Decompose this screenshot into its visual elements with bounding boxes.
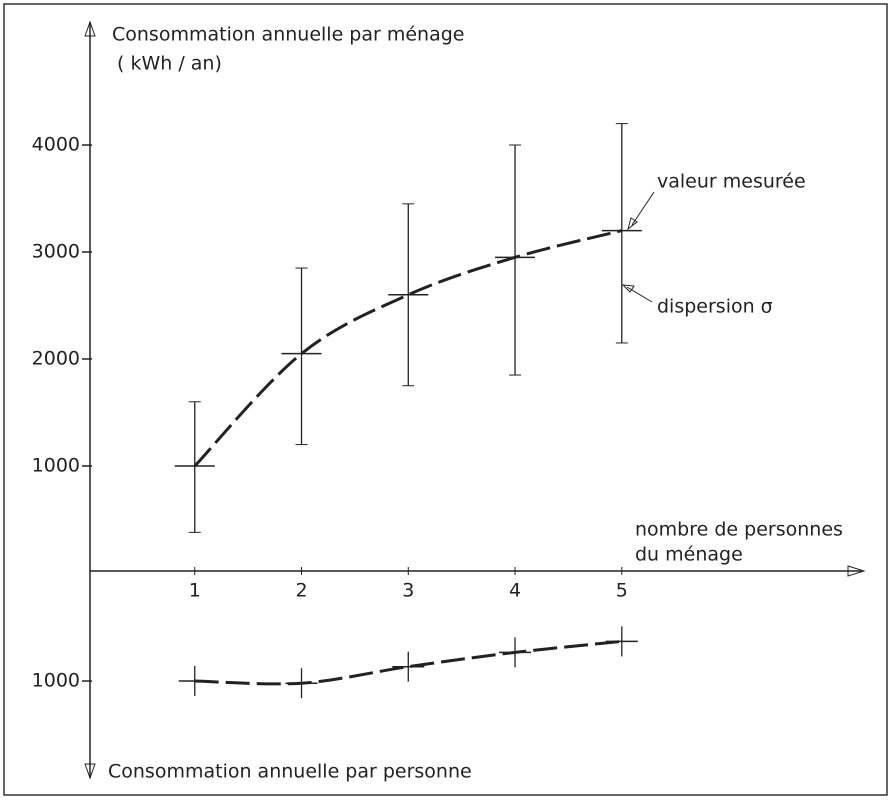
x-axis-arrow [847, 565, 866, 577]
annotation-arrowhead [627, 217, 638, 231]
x-tick-label: 1 [189, 580, 201, 602]
x-tick-label: 5 [616, 580, 628, 602]
y-tick-label: 3000 [32, 241, 80, 263]
annotation-arrow [631, 191, 655, 226]
x-tick-label: 4 [509, 580, 521, 602]
annotation: valeur mesurée [657, 171, 806, 193]
y-axis-arrow-down [84, 763, 96, 780]
y-tick-label: 2000 [32, 348, 80, 370]
y-tick-label: 1000 [32, 455, 80, 477]
x-tick-label: 3 [402, 580, 414, 602]
y-axis-arrow-up [84, 20, 96, 37]
x-tick-label: 2 [295, 580, 307, 602]
y-axis-label-bottom: Consommation annuelle par personne [108, 761, 472, 783]
y-tick-label: 1000 [32, 670, 80, 692]
x-axis-label: nombre de personnes [635, 519, 843, 541]
y-axis-unit: ( kWh / an) [117, 53, 222, 75]
annotation: dispersion σ [657, 296, 773, 318]
frame [3, 3, 888, 796]
y-tick-label: 4000 [32, 134, 80, 156]
x-axis-label: du ménage [635, 544, 743, 566]
annotation-arrowhead [621, 284, 635, 293]
y-axis-label: Consommation annuelle par ménage [112, 24, 464, 46]
trend-line [193, 229, 623, 468]
trend-line [194, 639, 622, 686]
